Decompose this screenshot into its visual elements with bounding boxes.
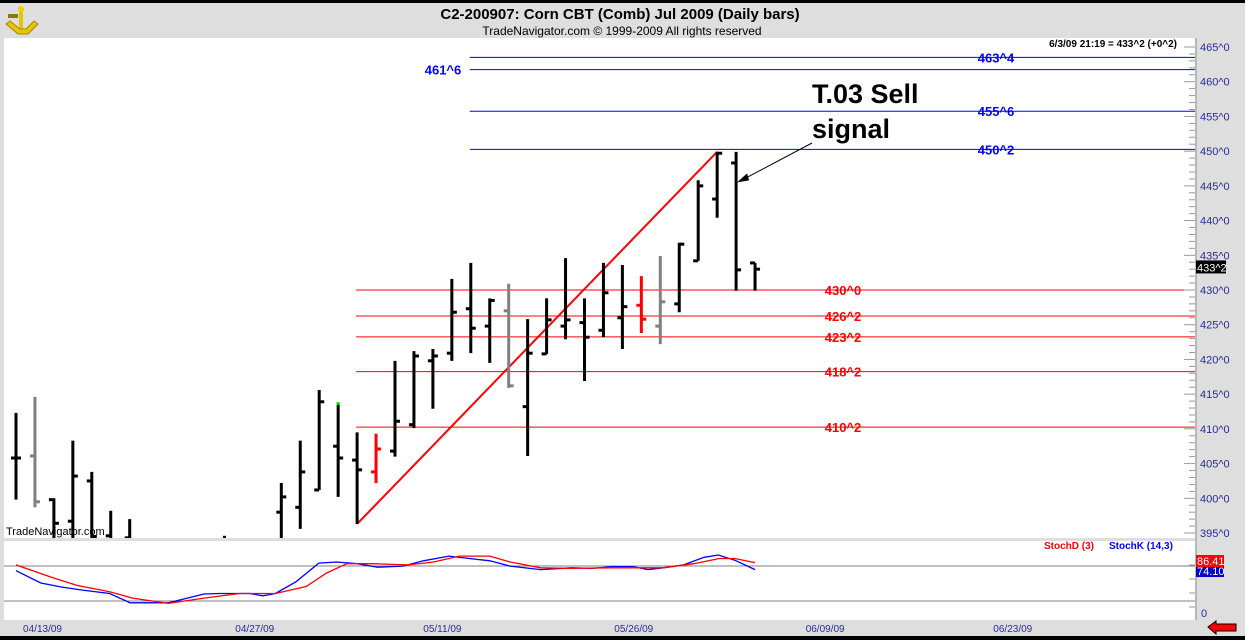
stoch-k-line (15, 554, 756, 604)
ohlc-bar (67, 440, 78, 538)
stoch-d-value: 86.41 (1197, 556, 1225, 568)
annotation-line-1: T.03 Sell (812, 79, 919, 109)
price-tick-label: 440^0 (1200, 216, 1230, 228)
stoch-axis-label: 0 (1201, 608, 1207, 620)
ohlc-bar (29, 396, 40, 508)
ohlc-bar (617, 265, 628, 350)
date-tick-label: 05/26/09 (614, 624, 653, 635)
ohlc-bar (86, 471, 97, 538)
ohlc-bar (390, 360, 400, 457)
annotation-arrow-line (742, 142, 813, 180)
price-tick-label: 425^0 (1200, 320, 1230, 332)
red-level-label: 426^2 (825, 309, 862, 324)
ohlc-bar (371, 433, 382, 484)
ohlc-bar (674, 242, 685, 313)
ohlc-bar (105, 510, 113, 538)
date-tick-label: 04/13/09 (23, 624, 62, 635)
axis-line (1195, 38, 1197, 620)
ohlc-bar (636, 276, 647, 334)
price-tick-label: 430^0 (1200, 285, 1230, 297)
chart-subtitle: TradeNavigator.com © 1999-2009 All right… (482, 24, 761, 38)
ohlc-bar (314, 389, 325, 492)
price-tick-label: 455^0 (1200, 111, 1230, 123)
ohlc-bar (295, 440, 306, 529)
price-tick-label: 410^0 (1200, 424, 1230, 436)
date-tick-label: 06/23/09 (993, 624, 1032, 635)
last-price-label: 433^2 (1197, 262, 1227, 274)
chart-title: C2-200907: Corn CBT (Comb) Jul 2009 (Dai… (440, 6, 799, 23)
ohlc-bar (427, 349, 438, 409)
top-border (0, 0, 1245, 3)
annotation-line-2: signal (812, 114, 890, 144)
price-tick-label: 395^0 (1200, 528, 1230, 540)
ohlc-bar (333, 403, 344, 497)
ohlc-bar (560, 258, 571, 340)
ohlc-bar (522, 319, 533, 456)
red-level-label: 423^2 (825, 330, 862, 345)
last-quote: 6/3/09 21:19 = 433^2 (+0^2) (1049, 39, 1177, 50)
price-tick-label: 435^0 (1200, 250, 1230, 262)
date-axis: 04/13/09 04/27/09 05/11/09 05/26/09 06/09/09… (23, 624, 1033, 635)
ohlc-bar (693, 180, 704, 263)
date-tick-label: 04/27/09 (235, 624, 274, 635)
date-tick-label: 06/09/09 (806, 624, 845, 635)
price-tick-label: 400^0 (1200, 493, 1230, 505)
price-tick-label: 405^0 (1200, 459, 1230, 471)
price-axis: 465^0 460^0 455^0 450^0 445^0 440^0 435^0 430^0… (1184, 42, 1230, 540)
scroll-left-arrow-icon[interactable] (1207, 620, 1237, 636)
ohlc-bar (598, 262, 609, 338)
red-level-label: 418^2 (825, 365, 862, 380)
ohlc-bar (503, 283, 514, 388)
ohlc-bars (11, 151, 761, 538)
ohlc-bar (465, 262, 476, 354)
price-tick-label: 460^0 (1200, 77, 1230, 89)
last-price-badge (1196, 260, 1226, 274)
price-tick-label: 420^0 (1200, 354, 1230, 366)
price-tick-label: 450^0 (1200, 146, 1230, 158)
stoch-lines (15, 554, 756, 605)
stoch-k-badge (1196, 565, 1224, 577)
stoch-d-line (15, 555, 756, 605)
ohlc-bar (11, 412, 21, 500)
blue-level-label: 450^2 (978, 142, 1015, 157)
ohlc-bar (541, 298, 552, 356)
ohlc-bar (712, 151, 723, 218)
ohlc-bar (731, 151, 742, 291)
ohlc-bar (276, 483, 287, 538)
stoch-d-badge (1196, 555, 1224, 567)
annotation-arrowhead-icon (737, 173, 750, 183)
ohlc-bar (655, 255, 666, 345)
price-tick-label: 465^0 (1200, 42, 1230, 54)
bottom-border (0, 636, 1245, 640)
annotation: T.03 Sell signal 463^4 461^6 455^6 450^2 430… (425, 50, 1015, 435)
blue-level-label: 455^6 (978, 104, 1015, 119)
date-tick-label: 05/11/09 (423, 624, 462, 635)
price-plot-area (4, 38, 1195, 538)
stoch-plot-area (4, 541, 1195, 620)
red-level-label: 430^0 (825, 283, 862, 298)
ohlc-bar (484, 298, 495, 363)
price-tick-label: 445^0 (1200, 181, 1230, 193)
red-level-label: 410^2 (825, 420, 862, 435)
ohlc-bar (750, 261, 761, 291)
ohlc-bar (124, 519, 132, 538)
price-tick-label: 415^0 (1200, 389, 1230, 401)
trend-line (356, 151, 718, 525)
ohlc-bar (446, 278, 457, 361)
ohlc-bar (408, 351, 419, 429)
blue-level-label: 461^6 (425, 63, 462, 78)
ohlc-bar (48, 498, 59, 538)
sextant-logo-icon[interactable] (5, 6, 39, 35)
ohlc-bar (352, 432, 363, 524)
signal-dot (336, 402, 340, 406)
stoch-k-legend: StochK (14,3) (1109, 541, 1173, 552)
stoch-d-legend: StochD (3) (1044, 541, 1094, 552)
ohlc-bar (579, 298, 590, 381)
stoch-k-value: 74.10 (1197, 566, 1225, 578)
level-lines (356, 56, 1195, 525)
blue-level-label: 463^4 (978, 50, 1015, 65)
